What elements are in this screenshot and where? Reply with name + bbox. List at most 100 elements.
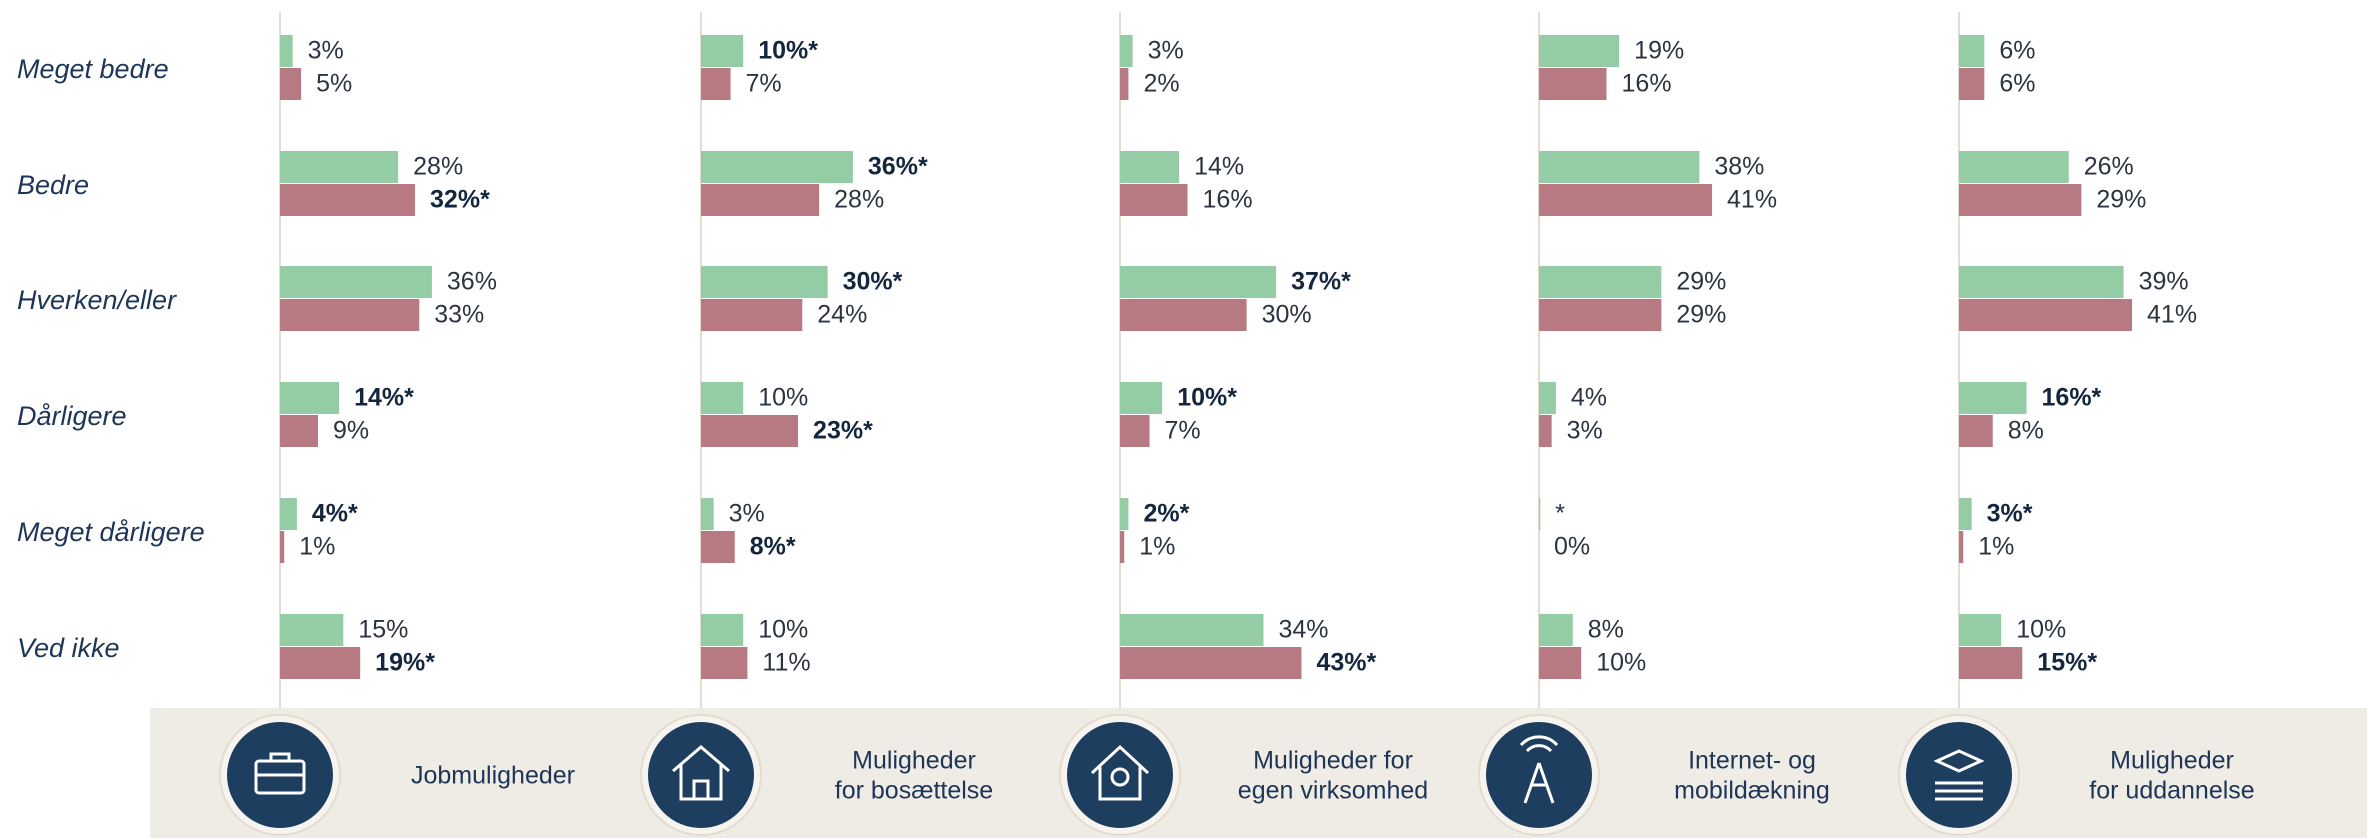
icon-shape [254,759,306,795]
bar [1120,498,1129,530]
icon [1478,714,1600,836]
value-label: 3% [729,500,765,528]
value-label: 29% [2096,186,2146,214]
icon [219,714,341,836]
bar [280,68,302,100]
bar [1120,68,1129,100]
bar [280,498,297,530]
icon [1059,714,1181,836]
value-label: 33% [434,301,484,329]
value-label: 3% [1567,417,1603,445]
value-label: 9% [333,417,369,445]
category-label: Meget dårligere [17,517,205,547]
value-label: 32%* [430,186,490,214]
bar [1539,415,1552,447]
bar [701,151,853,183]
value-label: 19% [1634,37,1684,65]
value-label: 3%* [1987,500,2033,528]
bar [280,299,420,331]
bar [1120,382,1163,414]
value-label: 1% [1139,533,1175,561]
panel-title: Muligheder [2110,747,2234,775]
value-label: 34% [1278,616,1328,644]
value-label: 8% [2008,417,2044,445]
value-label: 3% [1148,37,1184,65]
bar [280,415,318,447]
bar [1539,266,1662,298]
value-label: 6% [1999,70,2035,98]
value-label: 28% [413,153,463,181]
icon-shape [1110,767,1130,787]
value-label: 10%* [1177,384,1237,412]
category-label: Meget bedre [17,54,169,84]
panel-title: Jobmuligheder [411,762,575,790]
bar [1120,415,1150,447]
bar [280,382,340,414]
bar [1120,299,1247,331]
bar [1959,184,2082,216]
bar [1120,647,1302,679]
bar [280,531,285,563]
bar [1539,151,1700,183]
category-label: Ved ikke [17,633,120,663]
icon-disc [1906,722,2012,828]
value-label: 38% [1714,153,1764,181]
bar [1959,299,2133,331]
bar [1539,382,1556,414]
bar [1120,151,1180,183]
bar [280,151,399,183]
icon-disc [1067,722,1173,828]
value-label: 29% [1676,301,1726,329]
bar [280,266,432,298]
bar [1959,68,1985,100]
panel-title: egen virksomhed [1238,777,1428,805]
value-label: 41% [1727,186,1777,214]
bar [1959,498,1972,530]
value-label: 10% [1596,649,1646,677]
icon [1898,714,2020,836]
panel-title: for uddannelse [2089,777,2254,805]
bar [1120,531,1125,563]
icon-disc [648,722,754,828]
bar [1539,299,1662,331]
value-label: 23%* [813,417,873,445]
icon-disc [1486,722,1592,828]
bar [1959,531,1964,563]
value-label: 14% [1194,153,1244,181]
bar [701,382,744,414]
icon-shape [1519,735,1559,753]
value-label: 11% [762,649,810,677]
value-label: 10% [758,616,808,644]
bar [701,531,735,563]
value-label: 37%* [1291,268,1351,296]
panel-title: Internet- og [1688,747,1816,775]
value-label: 16% [1203,186,1253,214]
icon [640,714,762,836]
bar [1539,68,1607,100]
bar [701,68,731,100]
bar [280,647,361,679]
panel-title: mobildækning [1674,777,1830,805]
value-label: 10%* [758,37,818,65]
value-label: 36% [447,268,497,296]
value-label: 0% [1554,533,1590,561]
value-label: 8%* [750,533,796,561]
bar [1539,35,1620,67]
value-label: 8% [1588,616,1624,644]
value-label: * [1555,500,1565,528]
value-label: 43%* [1316,649,1376,677]
value-label: 5% [316,70,352,98]
value-label: 10% [758,384,808,412]
bar [701,498,714,530]
bar [280,35,293,67]
value-label: 1% [299,533,335,561]
bar [701,35,744,67]
value-label: 15%* [2037,649,2097,677]
value-label: 15% [358,616,408,644]
bar [701,266,828,298]
bar [1959,415,1993,447]
bar [701,184,820,216]
bar [1959,266,2124,298]
value-label: 16% [1622,70,1672,98]
